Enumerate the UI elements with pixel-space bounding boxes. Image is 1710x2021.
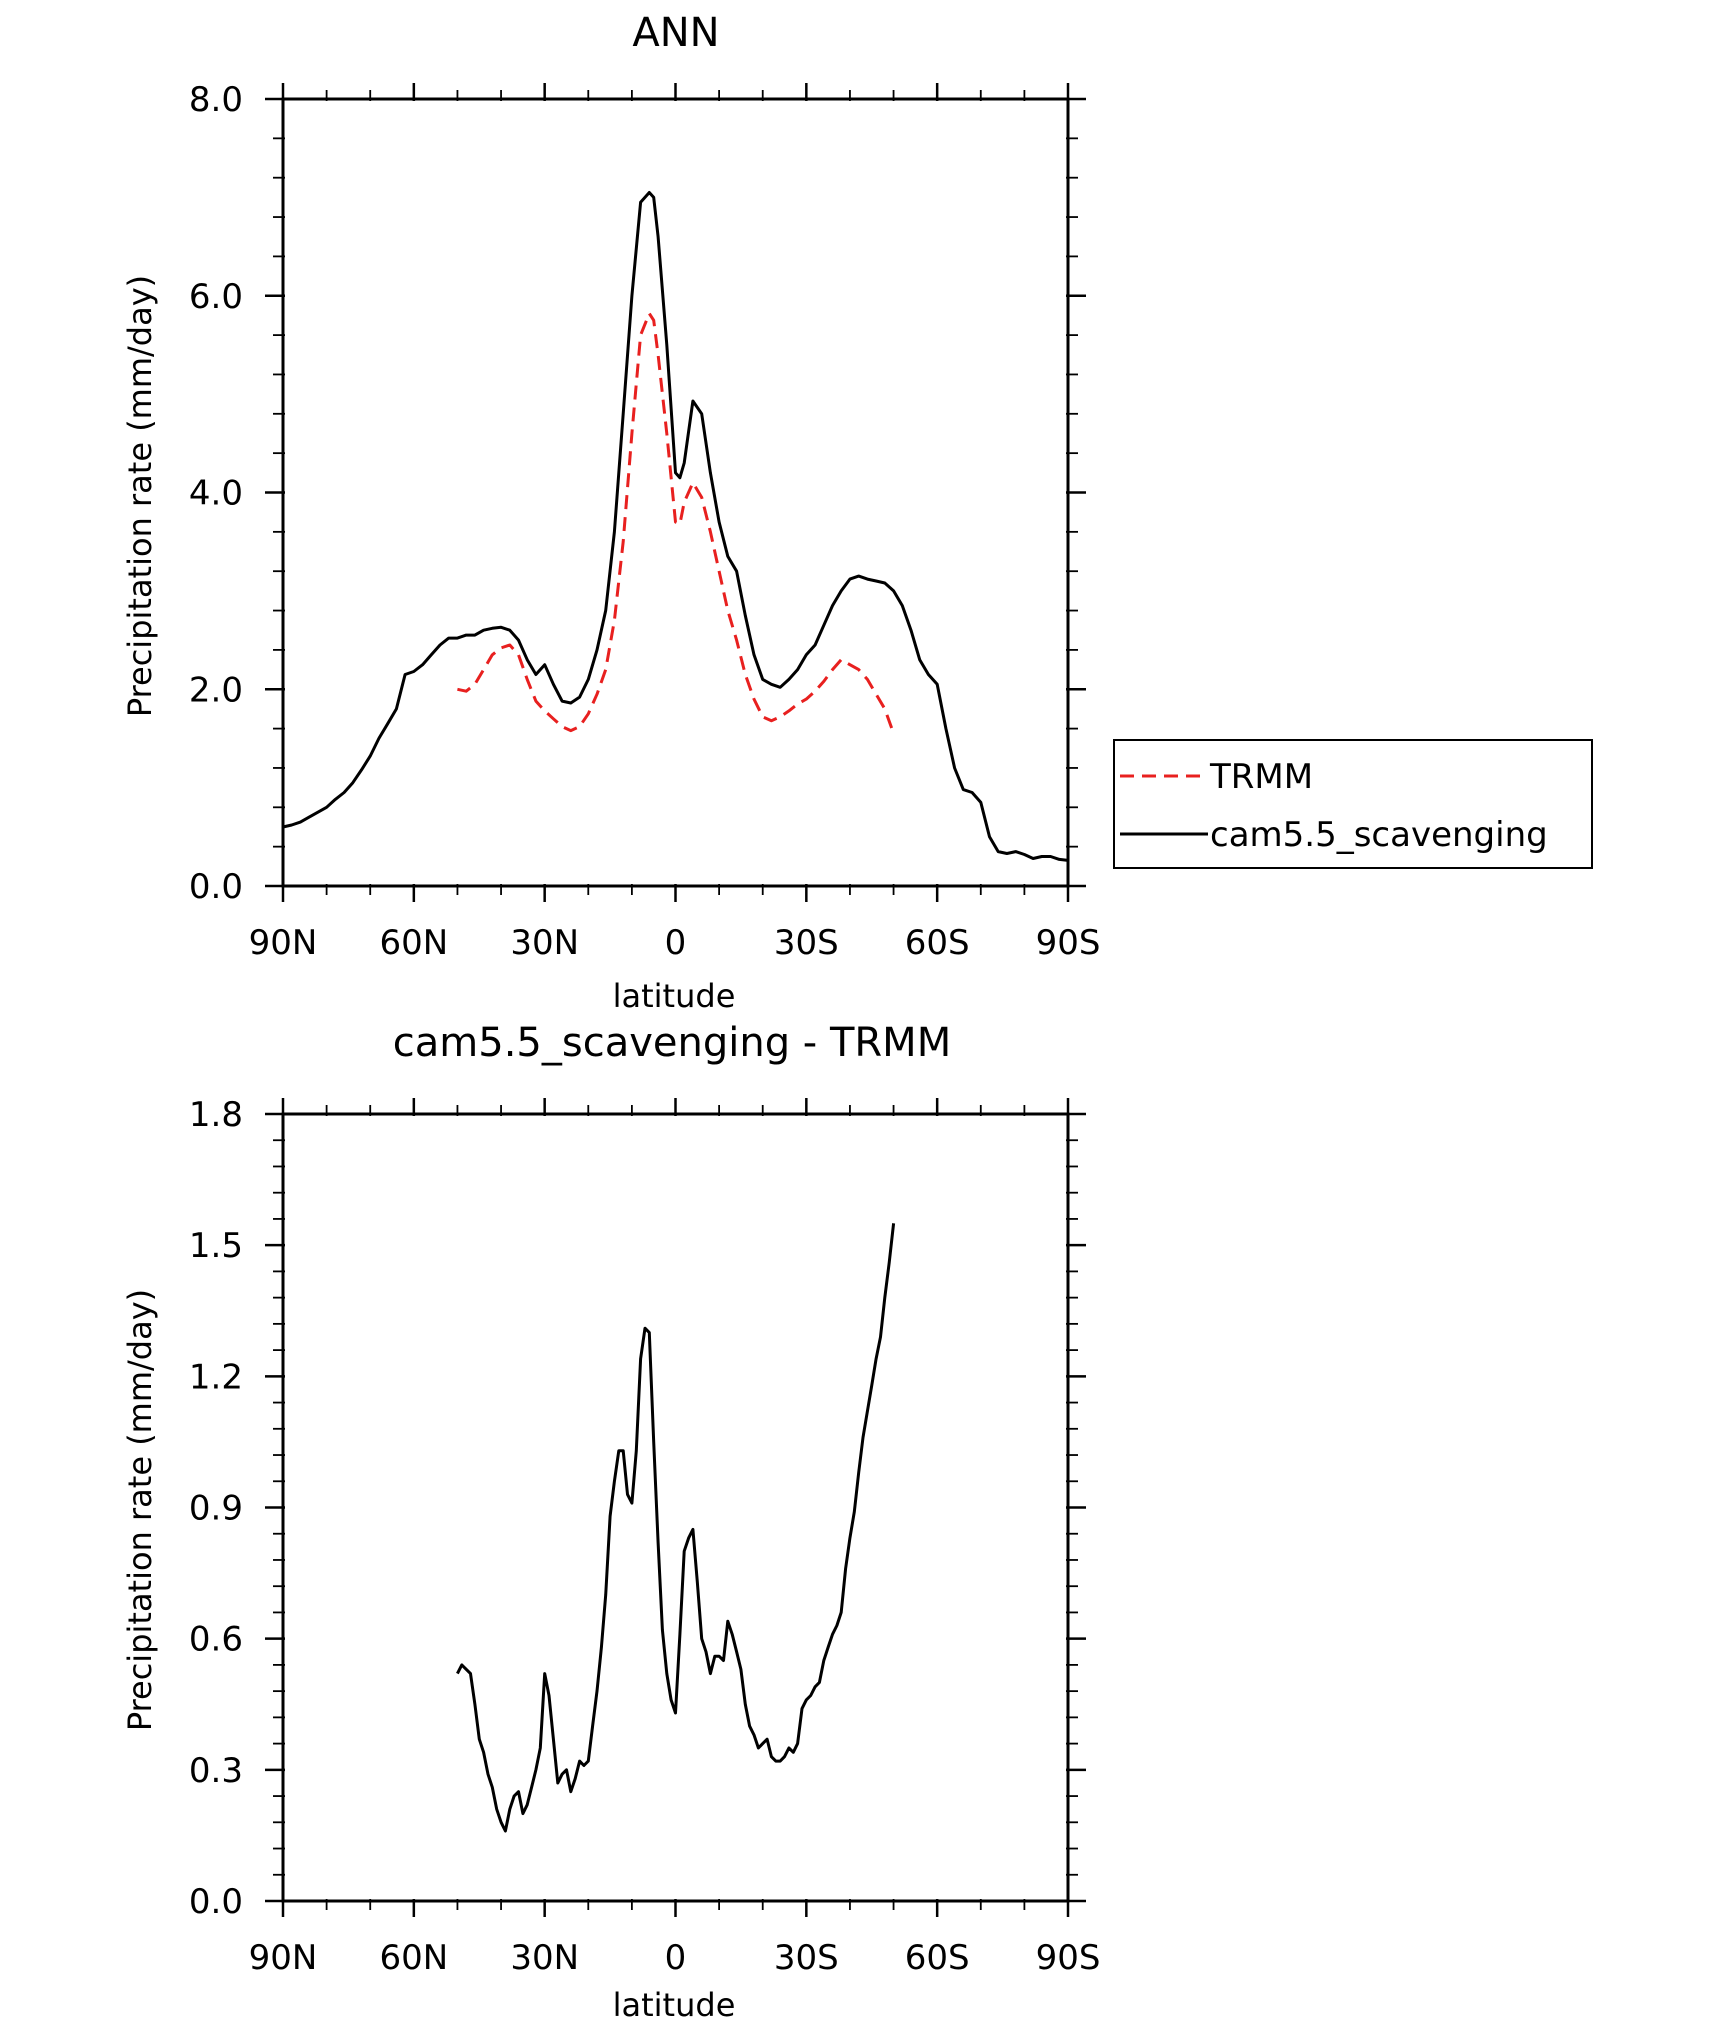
y-tick-label: 1.8 xyxy=(189,1095,243,1135)
series-line-trmm xyxy=(457,312,896,735)
y-tick-label: 4.0 xyxy=(189,474,243,514)
x-tick-label: 0 xyxy=(665,1938,687,1978)
y-axis-label: Precipitation rate (mm/day) xyxy=(121,1289,159,1731)
x-tick-label: 60S xyxy=(905,923,970,963)
x-tick-label: 60S xyxy=(905,1938,970,1978)
y-tick-label: 6.0 xyxy=(189,277,243,317)
plot-lines xyxy=(282,191,1069,862)
axes-frame xyxy=(281,97,1070,888)
y-tick-label: 0.6 xyxy=(189,1620,243,1660)
x-tick-label: 30N xyxy=(510,923,579,963)
x-tick-label: 60N xyxy=(379,923,448,963)
chart-title: cam5.5_scavenging - TRMM xyxy=(393,1020,951,1066)
y-tick-label: 0.0 xyxy=(189,1882,243,1922)
y-tick-label: 0.0 xyxy=(189,867,243,907)
axis-ticks: 90N 60N 30N 0 30S 60S 90S 0.0 0.3 0.6 0.9 1.2 1.5 1.8 xyxy=(189,1095,1101,1978)
panel-difference: cam5.5_scavenging - TRMM 90N 60N 30N 0 30S 60… xyxy=(121,1020,1100,2021)
y-tick-label: 8.0 xyxy=(189,80,243,120)
y-axis-label: Precipitation rate (mm/day) xyxy=(121,275,159,717)
y-tick-label: 0.9 xyxy=(189,1489,243,1529)
plot-frame xyxy=(281,97,1070,888)
y-tick-label: 2.0 xyxy=(189,670,243,710)
y-tick-label: 1.2 xyxy=(189,1357,243,1397)
y-tick-label: 0.3 xyxy=(189,1751,243,1791)
legend: TRMM cam5.5_scavenging xyxy=(1113,739,1593,869)
axis-ticks: 90N 60N 30N 0 30S 60S 90S 0.0 2.0 4.0 6.0 8.0 xyxy=(189,80,1101,963)
legend-label-trmm: TRMM xyxy=(1209,757,1313,797)
x-tick-label: 90N xyxy=(249,1938,318,1978)
x-tick-label: 30S xyxy=(774,1938,839,1978)
chart-title: ANN xyxy=(632,10,719,56)
x-tick-label: 90S xyxy=(1036,1938,1101,1978)
x-axis-label: latitude xyxy=(613,1986,736,2021)
plot-lines xyxy=(456,1223,896,1833)
axes-frame xyxy=(281,1112,1070,1903)
plot-frame xyxy=(281,1112,1070,1903)
x-tick-label: 90S xyxy=(1036,923,1101,963)
x-tick-label: 30S xyxy=(774,923,839,963)
legend-box xyxy=(1113,739,1593,869)
x-tick-label: 30N xyxy=(510,1938,579,1978)
legend-label-cam: cam5.5_scavenging xyxy=(1210,815,1548,855)
x-axis-label: latitude xyxy=(613,977,736,1015)
y-tick-label: 1.5 xyxy=(189,1226,243,1266)
panel-annual-mean: ANN 90N 60N 30N 0 30S 60S 90S 0.0 2.0 4.0 6.0 8.0 l… xyxy=(121,10,1593,1015)
series-line-cam5-5-scavenging xyxy=(282,191,1069,862)
series-line-cam5-5-scavenging-trmm xyxy=(456,1223,896,1833)
x-tick-label: 90N xyxy=(249,923,318,963)
x-tick-label: 0 xyxy=(665,923,687,963)
x-tick-label: 60N xyxy=(379,1938,448,1978)
